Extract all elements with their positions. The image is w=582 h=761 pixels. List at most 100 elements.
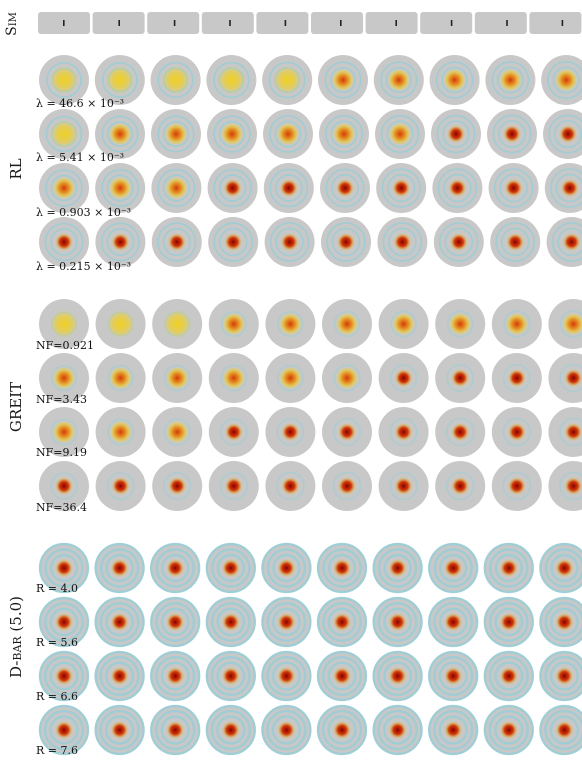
dbar-disk (483, 704, 534, 756)
greit-disk (548, 353, 582, 403)
rl-disk (39, 217, 89, 267)
group-label-sim: Sim (4, 12, 20, 36)
dbar-disk (205, 650, 257, 702)
greit-disk (95, 353, 146, 403)
param-label-greit-2: NF=3.43 (36, 393, 87, 406)
greit-disk (95, 299, 146, 349)
rl-disk (208, 217, 259, 267)
rl-disk (151, 109, 201, 159)
dbar-disk (149, 704, 201, 756)
rl-disk (95, 163, 146, 213)
dbar-disk (38, 596, 90, 648)
greit-disk (548, 461, 582, 511)
rl-disk (151, 163, 202, 213)
greit-disk (491, 299, 542, 349)
rl-disk (488, 163, 539, 213)
rl-disk (485, 55, 536, 105)
param-label-greit-1: NF=0.921 (36, 339, 94, 352)
rl-disk (319, 109, 369, 159)
dbar-disk (539, 650, 582, 702)
rl-disk (433, 217, 484, 267)
sim-bar (92, 12, 145, 34)
dbar-disk (261, 596, 312, 648)
greit-disk (265, 353, 316, 403)
greit-disk (265, 461, 316, 511)
sim-bar (201, 12, 254, 34)
greit-disk (265, 407, 316, 457)
group-label-greit: GREIT (7, 381, 25, 433)
param-label-rl-4: λ = 0.215 × 10⁻³ (36, 260, 132, 273)
param-label-dbar-2: R = 5.6 (36, 636, 78, 649)
dbar-disk (94, 650, 145, 702)
param-label-dbar-4: R = 7.6 (36, 744, 78, 757)
dbar-disk (428, 704, 479, 756)
greit-disk (378, 353, 429, 403)
dbar-disk (205, 704, 257, 756)
rl-disk (39, 55, 89, 105)
group-label-rl: RL (7, 158, 25, 180)
rl-disk (541, 55, 582, 105)
param-label-rl-2: λ = 5.41 × 10⁻³ (36, 151, 125, 164)
dbar-disk (149, 596, 201, 648)
rl-disk (264, 217, 315, 267)
dbar-disk (261, 542, 312, 594)
greit-disk (435, 461, 486, 511)
greit-disk (322, 299, 372, 349)
sim-bar (147, 12, 200, 34)
rl-disk (39, 109, 89, 159)
greit-disk (435, 299, 486, 349)
rl-disk (207, 163, 258, 213)
dbar-disk (94, 596, 145, 648)
rl-disk (375, 109, 425, 159)
greit-disk (208, 299, 259, 349)
rl-disk (546, 217, 582, 267)
dbar-disk (372, 542, 423, 594)
greit-disk (39, 353, 89, 403)
dbar-disk (428, 542, 479, 594)
greit-disk (39, 407, 89, 457)
rl-disk (151, 217, 202, 267)
rl-disk (376, 163, 427, 213)
rl-disk (150, 55, 201, 105)
rl-disk (263, 163, 314, 213)
rl-disk (262, 55, 313, 105)
greit-disk (39, 461, 89, 511)
dbar-disk (94, 704, 145, 756)
dbar-disk (372, 650, 423, 702)
dbar-disk (316, 650, 368, 702)
greit-disk (378, 299, 429, 349)
dbar-disk (372, 596, 423, 648)
rl-disk (544, 163, 582, 213)
rl-disk (318, 55, 368, 105)
rl-disk (373, 55, 424, 105)
greit-disk (152, 407, 203, 457)
greit-disk (39, 299, 89, 349)
dbar-disk (372, 704, 423, 756)
greit-disk (152, 299, 203, 349)
dbar-disk (261, 704, 312, 756)
greit-disk (152, 461, 203, 511)
dbar-disk (316, 542, 368, 594)
dbar-disk (539, 542, 582, 594)
sim-bar (38, 12, 90, 34)
sim-bar (256, 12, 309, 34)
rl-disk (431, 109, 481, 159)
dbar-disk (38, 704, 90, 756)
greit-disk (265, 299, 316, 349)
dbar-disk (539, 704, 582, 756)
group-label-dbar: D-bar (5.0) (7, 596, 25, 679)
param-label-greit-4: NF=36.4 (36, 501, 87, 514)
rl-disk (206, 55, 257, 105)
rl-disk (263, 109, 313, 159)
dbar-disk (149, 650, 201, 702)
rl-disk (39, 163, 89, 213)
greit-disk (435, 353, 486, 403)
greit-disk (322, 353, 372, 403)
dbar-disk (428, 650, 479, 702)
dbar-disk (428, 596, 479, 648)
rl-disk (429, 55, 480, 105)
rl-disk (95, 217, 146, 267)
greit-disk (95, 407, 146, 457)
